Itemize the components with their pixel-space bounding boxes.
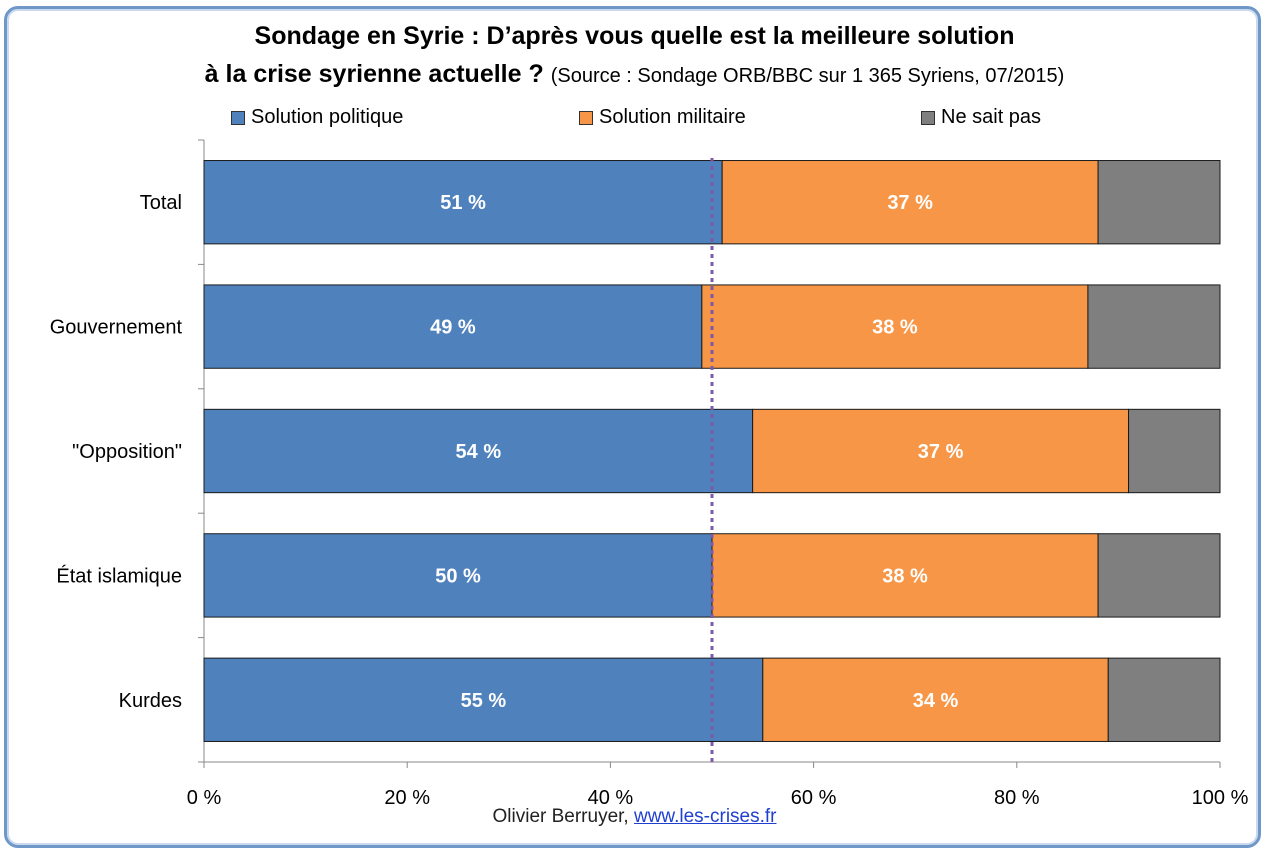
category-label: Total <box>140 192 182 214</box>
chart-subtitle: (Source : Sondage ORB/BBC sur 1 365 Syri… <box>550 65 1065 87</box>
bar-segment <box>203 408 754 494</box>
data-label: 51 % <box>440 192 486 214</box>
data-label: 37 % <box>887 192 933 214</box>
data-label: 55 % <box>461 690 507 712</box>
bar-segment <box>1087 284 1221 369</box>
x-tick-label: 80 % <box>994 787 1040 809</box>
bar-segment <box>752 408 1130 494</box>
data-label: 50 % <box>435 565 481 587</box>
chart-title-line2: à la crise syrienne actuelle ? (Source :… <box>0 60 1269 89</box>
data-label: 38 % <box>882 565 928 587</box>
bar-segment <box>203 284 703 369</box>
bar-segment <box>1097 533 1221 618</box>
bar-segment <box>701 284 1089 369</box>
chart-title-line1: Sondage en Syrie : D’après vous quelle e… <box>0 22 1269 51</box>
data-label: 49 % <box>430 317 476 339</box>
title-line1-text: Sondage en Syrie : D’après vous quelle e… <box>254 22 1015 50</box>
legend-label-nsp: Ne sait pas <box>941 106 1042 128</box>
bar-segment <box>203 657 764 742</box>
bar-segment <box>1128 408 1221 494</box>
category-label: Kurdes <box>119 690 182 712</box>
legend-item-militaire: Solution militaire <box>579 106 746 129</box>
legend-item-nsp: Ne sait pas <box>921 106 1041 129</box>
x-tick-label: 0 % <box>187 787 222 809</box>
x-tick-label: 100 % <box>1192 787 1249 809</box>
legend-label-militaire: Solution militaire <box>599 106 746 128</box>
legend-swatch-nsp <box>921 110 935 125</box>
credit-author: Olivier Berruyer, <box>492 806 629 827</box>
bar-segment <box>721 160 1099 245</box>
category-label: Gouvernement <box>50 317 183 339</box>
data-label: 54 % <box>456 441 502 463</box>
bar-segment <box>1107 657 1221 742</box>
data-label: 38 % <box>872 317 918 339</box>
bar-segment <box>203 533 713 618</box>
x-tick-label: 20 % <box>384 787 430 809</box>
legend-swatch-politique <box>231 110 245 125</box>
credit-line: Olivier Berruyer, www.les-crises.fr <box>0 806 1269 828</box>
legend-swatch-militaire <box>579 110 593 125</box>
bar-segment <box>762 657 1109 742</box>
bar-segment <box>203 160 723 245</box>
legend-label-politique: Solution politique <box>251 106 404 128</box>
title-line2-text: à la crise syrienne actuelle ? <box>204 60 544 88</box>
legend-item-politique: Solution politique <box>231 106 403 129</box>
legend: Solution politique Solution militaire Ne… <box>0 106 1269 136</box>
category-label: "Opposition" <box>72 441 182 463</box>
category-label: État islamique <box>56 564 182 587</box>
data-label: 34 % <box>913 690 959 712</box>
credit-link[interactable]: www.les-crises.fr <box>633 806 777 827</box>
bar-segment <box>1097 160 1221 245</box>
x-tick-label: 60 % <box>791 787 837 809</box>
data-label: 37 % <box>918 441 964 463</box>
x-tick-label: 40 % <box>588 787 634 809</box>
